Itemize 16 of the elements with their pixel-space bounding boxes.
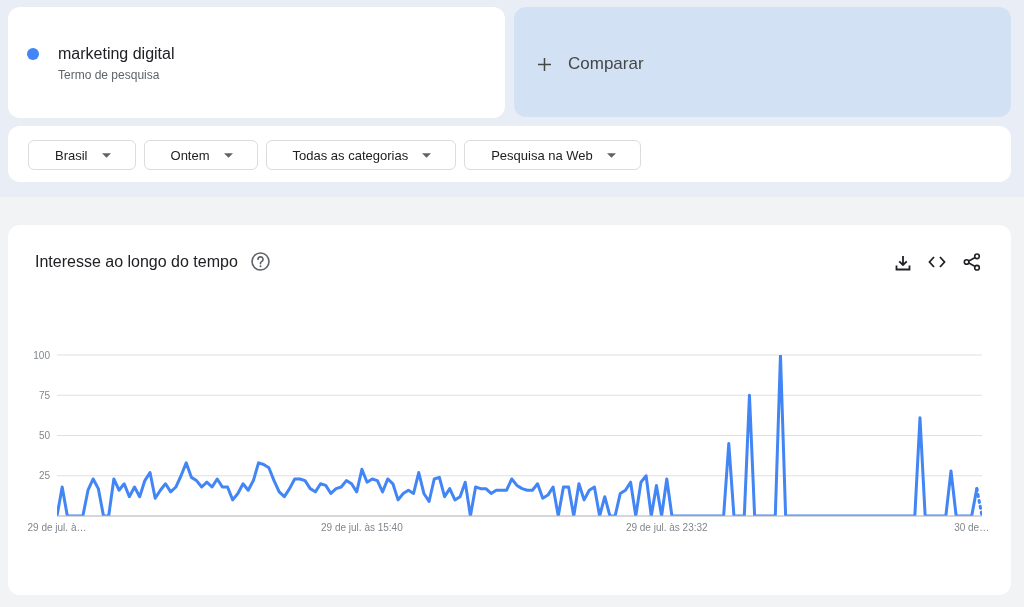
x-tick-label: 30 de… [954,522,990,534]
text: Pesquisa na Web [491,147,593,163]
y-tick-label: 75 [38,389,51,401]
x-tick-label: 29 de jul. às 15:40 [321,522,404,534]
x-tick-label: 29 de jul. à… [27,522,87,534]
x-tick-label: 29 de jul. às 23:32 [625,522,709,534]
text: Ontem [170,147,210,163]
y-tick-label: 50 [38,430,51,442]
y-tick-label: 100 [33,349,51,361]
text: Comparar [568,54,644,74]
text: Brasil [55,147,88,163]
legend-label: marketing digital [58,45,175,63]
chart-title: Interesse ao longo do tempo [35,252,238,271]
text: Termo de pesquisa [58,68,160,82]
text: Todas as categorias [292,147,409,163]
y-tick-label: 25 [38,470,51,482]
